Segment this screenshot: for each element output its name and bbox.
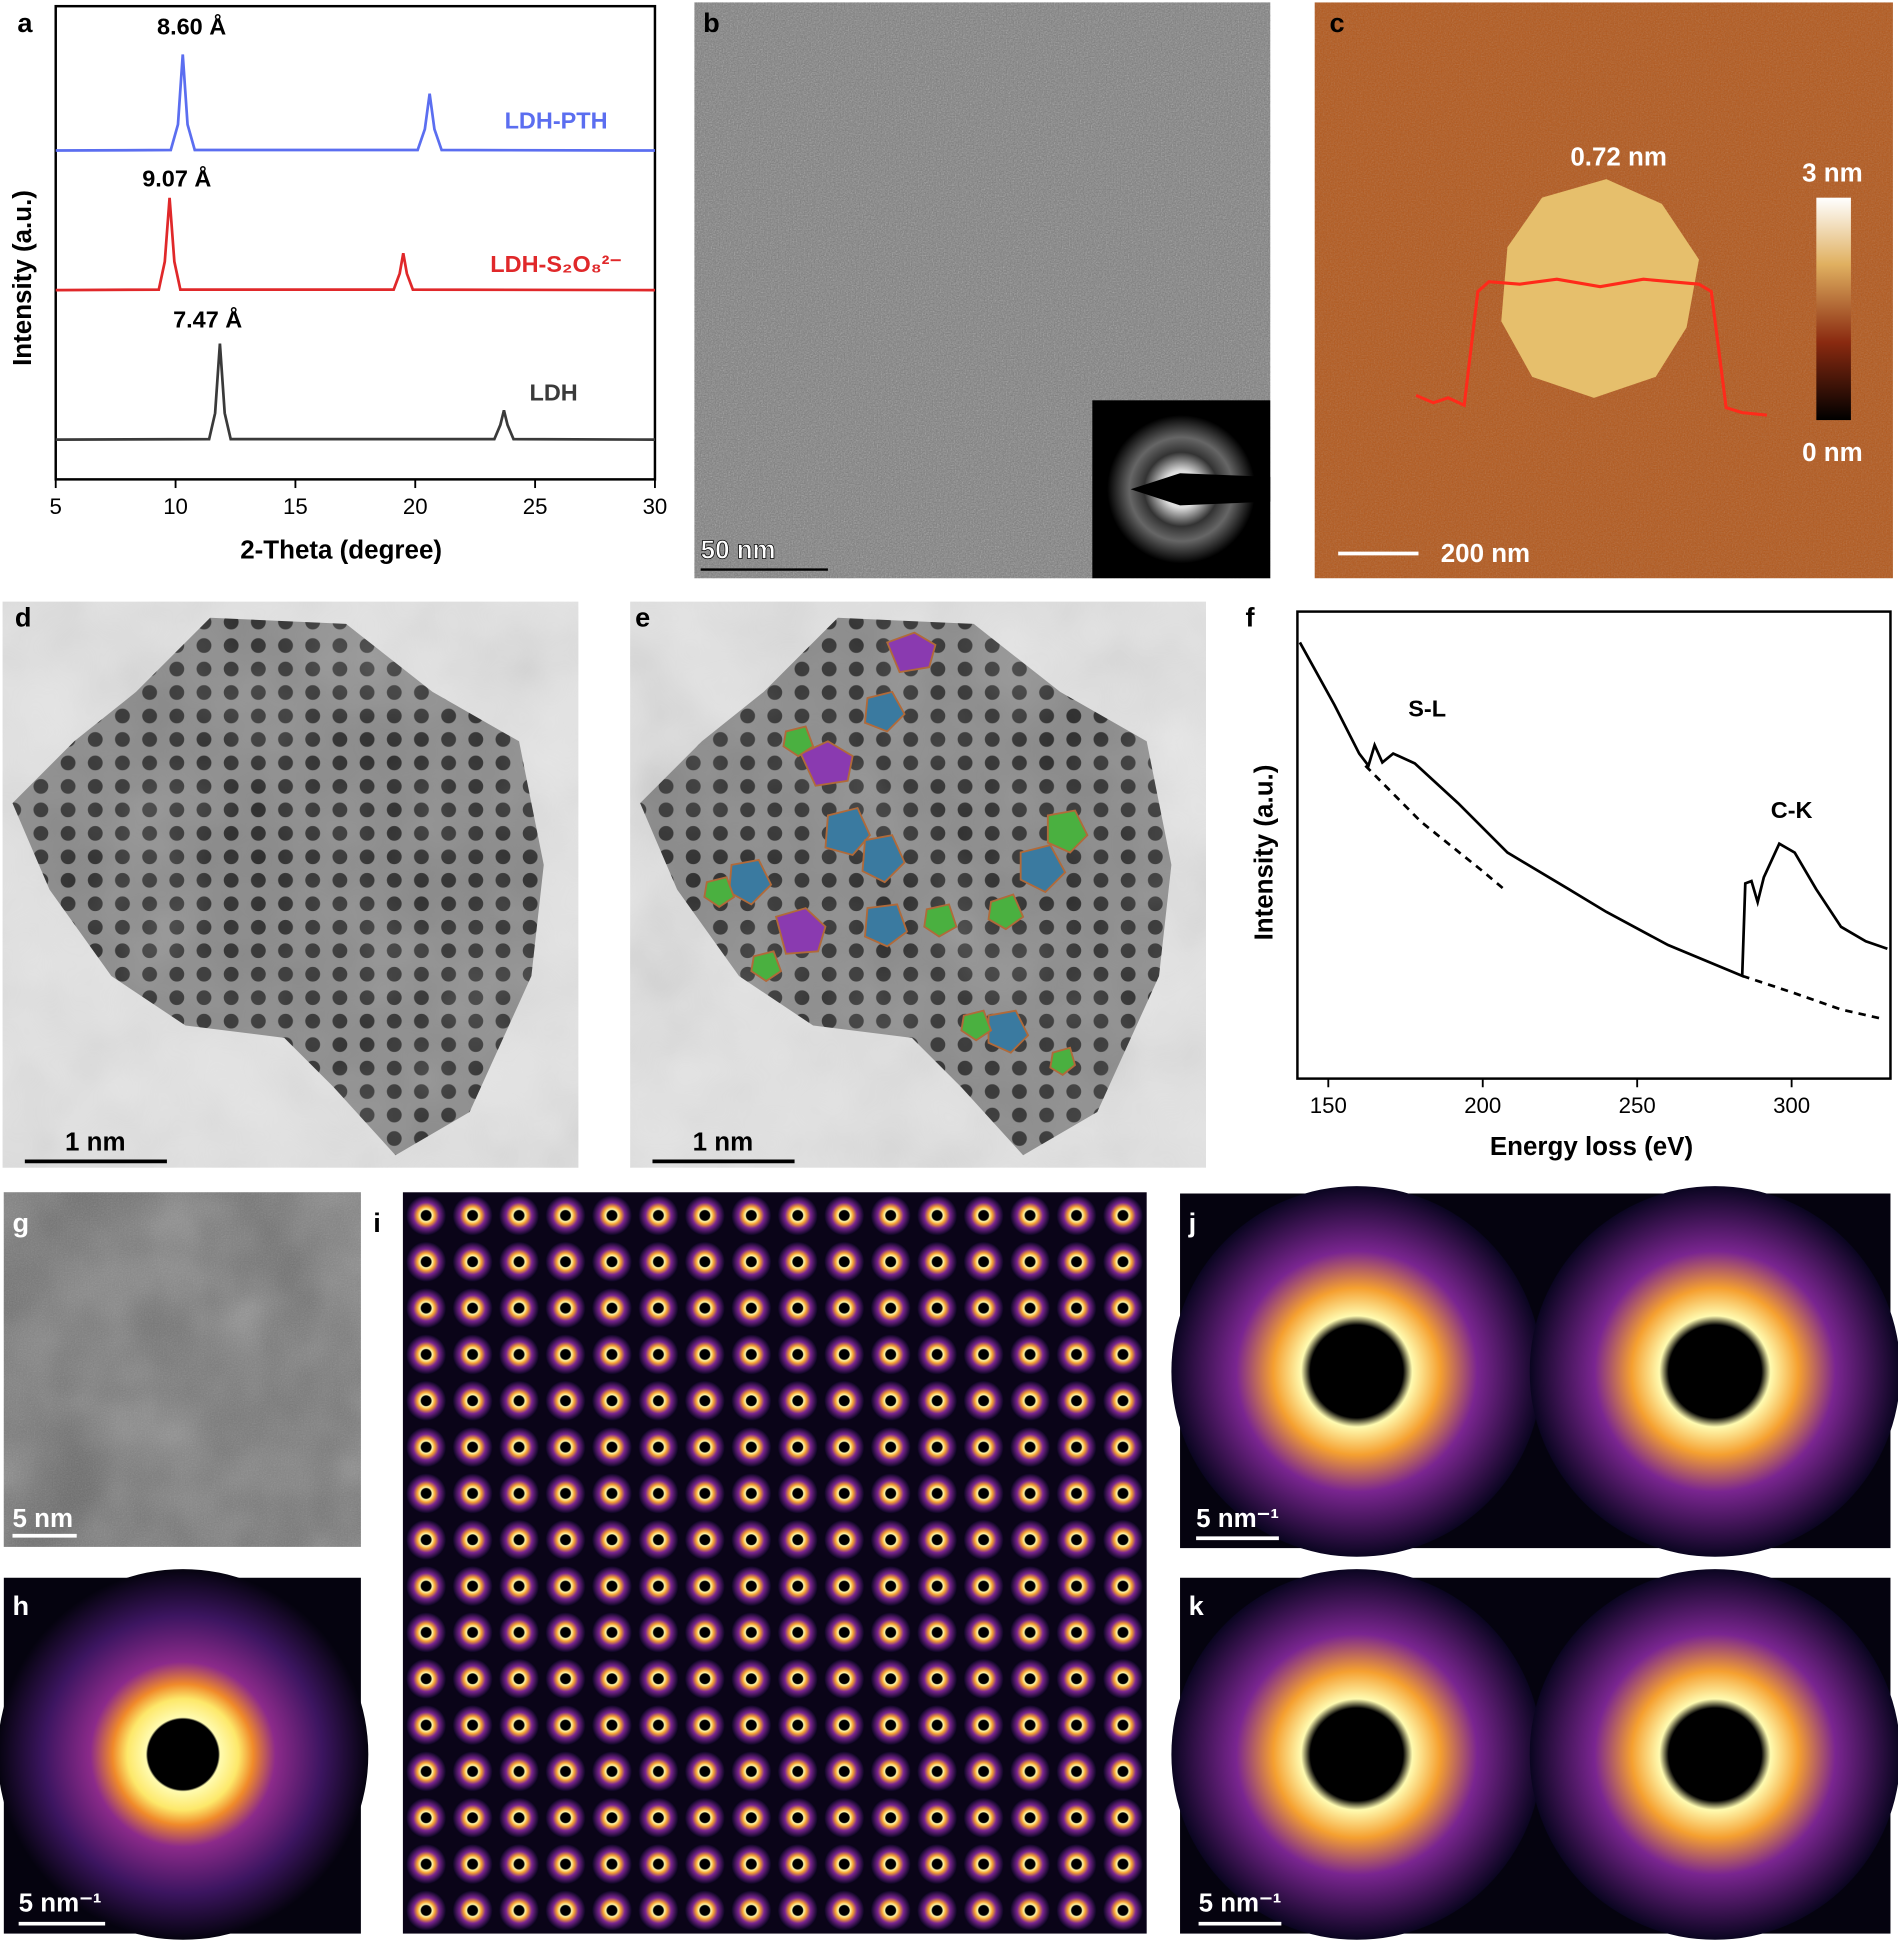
scale-bar-label: 1 nm [693, 1128, 754, 1156]
colorbar-min: 0 nm [1802, 439, 1863, 467]
diffraction-pattern [0, 1569, 369, 1940]
panel-label: h [12, 1590, 29, 1621]
panel-label: i [373, 1207, 381, 1238]
series-line [55, 54, 655, 152]
series-label: LDH-PTH [505, 107, 608, 133]
annotation: C-K [1771, 797, 1813, 823]
nanosheet [1501, 179, 1699, 398]
series-label: LDH [530, 379, 578, 405]
x-tick-label: 10 [163, 494, 188, 519]
scale-bar-label: 1 nm [65, 1128, 126, 1156]
scale-bar-label: 200 nm [1441, 540, 1530, 568]
colorbar-max: 3 nm [1802, 160, 1863, 188]
x-tick-label: 5 [50, 494, 62, 519]
panel-label: e [635, 601, 650, 632]
annotation: 9.07 Å [142, 165, 211, 192]
panel-i: i [373, 1192, 1147, 1934]
x-tick-label: 15 [283, 494, 308, 519]
panel-label: a [17, 7, 33, 38]
height-label: 0.72 nm [1570, 144, 1667, 172]
plot-frame [54, 4, 657, 481]
x-tick-label: 200 [1464, 1093, 1501, 1118]
series-line [55, 197, 655, 292]
diffraction-pattern [1171, 1569, 1543, 1940]
x-axis-label: Energy loss (eV) [1490, 1133, 1693, 1161]
scale-bar-label: 5 nm⁻¹ [1196, 1505, 1279, 1533]
scale-bar-label: 50 nm [701, 536, 776, 564]
4d-stem-grid [402, 1192, 1147, 1934]
x-tick-label: 20 [403, 494, 428, 519]
panel-label: d [15, 601, 32, 632]
panel-c: 3 nm 0 nm 0.72 nm 200 nm c [1314, 2, 1893, 579]
x-tick-label: 150 [1310, 1093, 1347, 1118]
x-axis-label: 2-Theta (degree) [240, 536, 442, 564]
panel-d: 1 nm d [2, 601, 579, 1168]
x-tick-label: 250 [1619, 1093, 1656, 1118]
diffraction-pattern [1529, 1569, 1898, 1940]
panel-j: 5 nm⁻¹ j [1171, 1186, 1898, 1557]
panel-label: k [1189, 1590, 1205, 1621]
beam-stop [1130, 473, 1271, 506]
panel-label: b [703, 7, 720, 38]
panel-h: 5 nm⁻¹ h [0, 1569, 369, 1940]
series-label: LDH-S₂O₈²⁻ [490, 251, 622, 277]
stem-texture [2, 601, 579, 1168]
panel-k: 5 nm⁻¹ k [1171, 1569, 1898, 1940]
x-tick-label: 30 [643, 494, 668, 519]
series-line [55, 343, 655, 441]
panel-e: 1 nm e [630, 601, 1206, 1168]
plot-frame [1296, 610, 1892, 1080]
y-axis-label: Intensity (a.u.) [9, 190, 37, 366]
y-axis-label: Intensity (a.u.) [1251, 765, 1279, 941]
scale-bar-label: 5 nm [12, 1505, 73, 1533]
x-tick-label: 25 [523, 494, 548, 519]
x-tick-label: 300 [1773, 1093, 1810, 1118]
scale-bar-label: 5 nm⁻¹ [19, 1889, 102, 1917]
annotation: 8.60 Å [157, 13, 226, 40]
panel-b: 50 nm b [694, 2, 1271, 579]
panel-label: c [1330, 7, 1345, 38]
scale-bar-label: 5 nm⁻¹ [1199, 1889, 1282, 1917]
annotation: 7.47 Å [173, 305, 242, 332]
panel-g: 5 nm g [3, 1192, 361, 1547]
colorbar [1816, 197, 1851, 421]
series-line [1298, 641, 1888, 978]
panel-label: g [12, 1207, 29, 1238]
diffraction-pattern [1529, 1186, 1898, 1557]
annotation: S-L [1408, 696, 1446, 722]
diffraction-pattern [1171, 1186, 1543, 1557]
series-line [1741, 974, 1885, 1021]
ring-overlay [703, 631, 1089, 1077]
panel-label: j [1188, 1207, 1197, 1238]
haadf-noise [3, 1192, 361, 1547]
panel-label: f [1246, 601, 1256, 632]
height-profile [1415, 277, 1768, 417]
